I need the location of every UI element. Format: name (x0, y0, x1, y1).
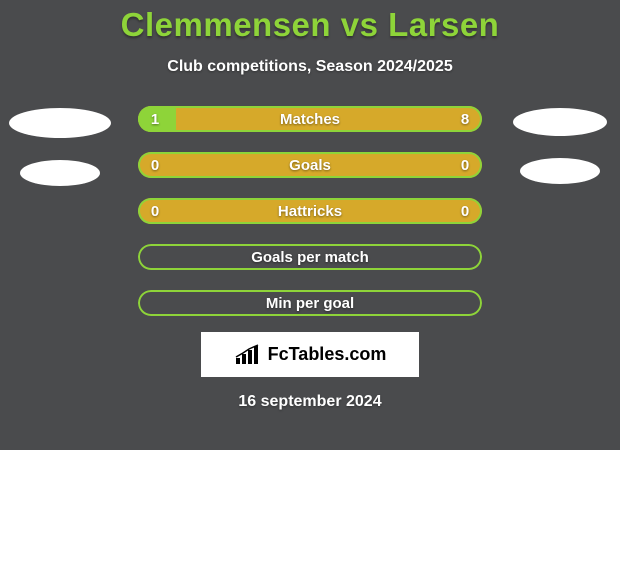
player-oval (9, 108, 111, 138)
stat-bars: 1Matches80Goals00Hattricks0Goals per mat… (120, 106, 500, 316)
player-left-ovals (0, 106, 120, 186)
stat-label: Goals (172, 157, 448, 174)
stat-right-value: 0 (448, 157, 482, 174)
content-row: 1Matches80Goals00Hattricks0Goals per mat… (0, 106, 620, 316)
logo-text: FcTables.com (268, 344, 387, 365)
stat-left-value: 0 (138, 157, 172, 174)
footer-date: 16 september 2024 (0, 393, 620, 411)
stat-bar-text: 0Goals0 (138, 152, 482, 178)
stat-bar: Goals per match (138, 244, 482, 270)
stat-bar: 0Hattricks0 (138, 198, 482, 224)
fctables-logo[interactable]: FcTables.com (201, 332, 419, 377)
stat-label: Hattricks (172, 203, 448, 220)
stat-label: Matches (172, 111, 448, 128)
stat-bar-text: 1Matches8 (138, 106, 482, 132)
logo-row: FcTables.com (0, 332, 620, 377)
stat-bar: 1Matches8 (138, 106, 482, 132)
page-subtitle: Club competitions, Season 2024/2025 (0, 58, 620, 76)
stat-bar-text: Goals per match (138, 244, 482, 270)
player-right-ovals (500, 106, 620, 184)
stat-left-value: 0 (138, 203, 172, 220)
stat-bar-text: Min per goal (138, 290, 482, 316)
stat-left-value: 1 (138, 111, 172, 128)
stat-label: Goals per match (172, 249, 448, 266)
stat-bar: 0Goals0 (138, 152, 482, 178)
stat-bar: Min per goal (138, 290, 482, 316)
player-oval (20, 160, 100, 186)
comparison-card: Clemmensen vs Larsen Club competitions, … (0, 0, 620, 450)
stat-right-value: 8 (448, 111, 482, 128)
player-oval (513, 108, 607, 136)
bars-icon (234, 344, 262, 366)
player-oval (520, 158, 600, 184)
stat-label: Min per goal (172, 295, 448, 312)
stat-bar-text: 0Hattricks0 (138, 198, 482, 224)
stat-right-value: 0 (448, 203, 482, 220)
page-title: Clemmensen vs Larsen (0, 6, 620, 44)
